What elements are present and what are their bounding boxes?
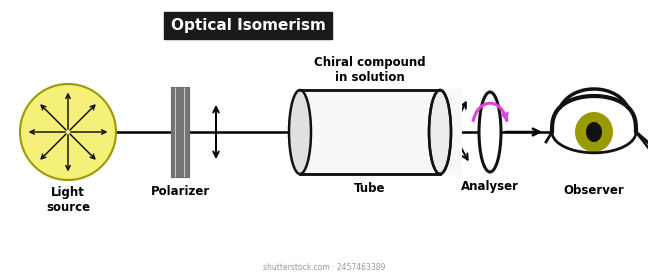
Text: Light
source: Light source bbox=[46, 186, 90, 214]
Text: Tube: Tube bbox=[354, 182, 386, 195]
Ellipse shape bbox=[586, 122, 602, 142]
Bar bbox=[300, 90, 440, 174]
Text: Polarizer: Polarizer bbox=[150, 185, 209, 198]
Ellipse shape bbox=[575, 112, 613, 152]
Text: Chiral compound
in solution: Chiral compound in solution bbox=[314, 56, 426, 84]
Ellipse shape bbox=[479, 92, 501, 172]
FancyBboxPatch shape bbox=[171, 87, 189, 177]
Text: shutterstock.com · 2457463389: shutterstock.com · 2457463389 bbox=[263, 263, 385, 272]
Ellipse shape bbox=[289, 90, 311, 174]
Text: Analyser: Analyser bbox=[461, 180, 519, 193]
Text: Optical Isomerism: Optical Isomerism bbox=[170, 18, 325, 33]
Polygon shape bbox=[552, 96, 636, 153]
Ellipse shape bbox=[20, 84, 116, 180]
Text: Observer: Observer bbox=[564, 184, 625, 197]
Ellipse shape bbox=[429, 90, 451, 174]
Bar bbox=[440, 89, 462, 175]
